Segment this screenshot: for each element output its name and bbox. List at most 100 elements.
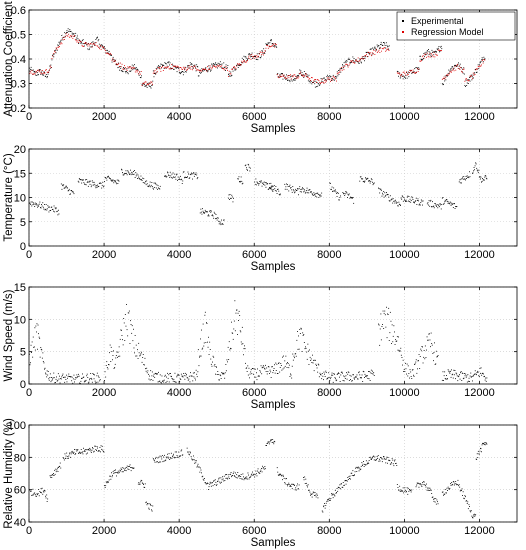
- data-point: [472, 517, 474, 519]
- plot-area: [29, 425, 517, 522]
- data-point: [355, 60, 357, 62]
- data-point: [254, 183, 256, 185]
- data-point: [148, 185, 149, 187]
- data-point: [221, 481, 222, 483]
- data-point: [196, 466, 198, 468]
- data-point: [184, 66, 186, 68]
- data-point: [350, 375, 352, 377]
- data-point: [57, 44, 59, 46]
- data-point: [362, 58, 364, 59]
- data-point: [399, 350, 401, 352]
- data-point: [145, 368, 146, 370]
- data-point: [287, 184, 288, 186]
- data-point: [284, 360, 286, 362]
- data-point: [116, 183, 118, 185]
- data-point: [263, 48, 265, 50]
- data-point: [176, 375, 178, 377]
- data-point: [359, 467, 361, 469]
- data-point: [461, 490, 462, 491]
- data-point: [31, 70, 33, 71]
- data-point: [181, 449, 183, 451]
- data-point: [30, 201, 32, 203]
- data-point: [75, 449, 77, 451]
- data-point: [209, 65, 211, 67]
- data-point: [182, 376, 184, 378]
- data-point: [333, 493, 335, 495]
- data-point: [366, 53, 367, 55]
- data-point: [314, 83, 316, 85]
- data-point: [388, 48, 390, 50]
- data-point: [218, 379, 220, 381]
- data-point: [338, 373, 340, 374]
- data-point: [268, 366, 270, 368]
- data-point: [41, 70, 43, 71]
- data-point: [53, 475, 55, 476]
- data-point: [76, 35, 78, 37]
- data-point: [433, 207, 435, 209]
- data-point: [117, 179, 119, 181]
- data-point: [274, 45, 276, 46]
- data-point: [279, 473, 281, 475]
- data-point: [473, 170, 474, 172]
- data-point: [57, 471, 59, 472]
- data-point: [386, 193, 388, 195]
- data-point: [426, 56, 427, 58]
- data-point: [37, 70, 38, 71]
- data-point: [370, 369, 372, 371]
- data-point: [246, 476, 248, 478]
- data-point: [162, 65, 163, 66]
- data-point: [172, 172, 174, 174]
- data-point: [123, 318, 125, 319]
- data-point: [472, 172, 473, 174]
- data-point: [243, 60, 245, 61]
- data-point: [152, 80, 154, 82]
- data-point: [383, 42, 385, 43]
- data-point: [434, 498, 435, 500]
- data-point: [420, 60, 422, 62]
- data-point: [175, 67, 177, 69]
- data-point: [240, 341, 242, 343]
- data-point: [347, 373, 349, 375]
- data-point: [466, 79, 468, 81]
- data-point: [277, 188, 279, 190]
- data-point: [185, 67, 187, 69]
- data-point: [465, 176, 467, 177]
- data-point: [111, 472, 112, 474]
- data-point: [392, 198, 394, 200]
- data-point: [234, 475, 235, 477]
- data-point: [239, 181, 241, 183]
- data-point: [138, 177, 140, 179]
- data-point: [456, 373, 458, 375]
- data-point: [34, 349, 36, 351]
- data-point: [329, 499, 331, 501]
- data-point: [96, 372, 98, 374]
- data-point: [409, 70, 411, 71]
- data-point: [196, 66, 198, 67]
- data-point: [117, 63, 119, 65]
- data-point: [443, 76, 445, 78]
- data-point: [435, 503, 437, 505]
- data-point: [121, 335, 123, 336]
- data-point: [100, 48, 102, 50]
- data-point: [299, 186, 301, 188]
- data-point: [304, 348, 306, 350]
- data-point: [63, 459, 65, 461]
- data-point: [260, 182, 262, 184]
- data-point: [195, 379, 196, 381]
- data-point: [276, 193, 278, 194]
- data-point: [74, 449, 75, 450]
- data-point: [296, 485, 298, 487]
- data-point: [34, 72, 36, 73]
- data-point: [340, 371, 342, 373]
- data-point: [209, 341, 211, 343]
- data-point: [231, 476, 232, 478]
- data-point: [259, 370, 261, 372]
- chart-panel-humidity: 0 2000 4000 6000 8000 10000 12000406080100Samp…: [3, 418, 518, 549]
- data-point: [449, 487, 451, 489]
- data-point: [98, 376, 100, 378]
- data-point: [160, 456, 162, 458]
- data-point: [434, 56, 436, 58]
- data-point: [221, 67, 222, 69]
- data-point: [107, 49, 108, 51]
- data-point: [130, 467, 132, 468]
